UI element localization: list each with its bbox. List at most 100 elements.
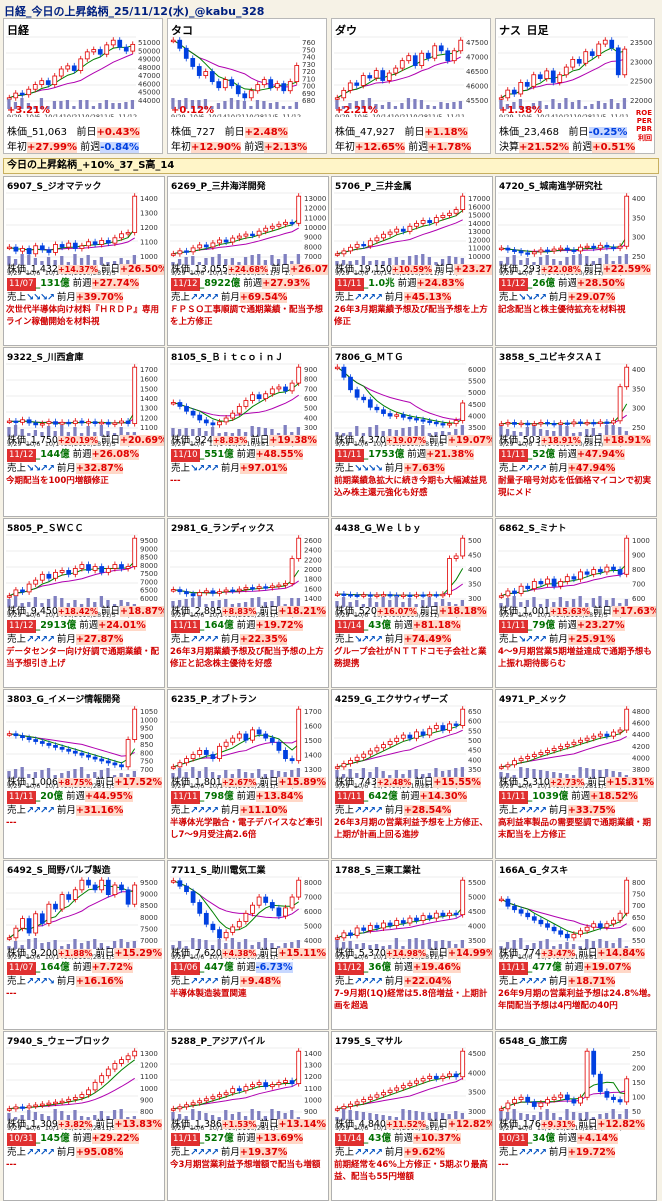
volume-bar <box>341 260 346 265</box>
volume-bar <box>184 1116 188 1120</box>
trend-arrows: ↗↗↗↗ <box>190 634 219 645</box>
candle <box>361 243 367 247</box>
y-tick-label: 5500 <box>468 378 486 386</box>
volume-bar <box>585 1112 589 1120</box>
volume-bar <box>368 261 372 265</box>
volume-bar <box>598 1114 602 1120</box>
y-tick-label: 1200 <box>140 1062 158 1070</box>
stock-chart: 250200150100509/2910/610/1410/2110/2811/… <box>498 1046 656 1132</box>
volume-bar <box>368 772 372 778</box>
market-cap: _1.0兆 <box>363 278 395 289</box>
y-tick-label: 500 <box>468 537 481 545</box>
stock-chart: 10009008007006009/2910/610/1410/2110/281… <box>498 533 656 619</box>
x-tick-label: 9/29 <box>335 269 350 277</box>
stock-card: 6862_S_ミナト 1000 900 800 700 600 9/29 10/6 10/14 1… <box>495 518 657 688</box>
prev-month-label: 前月 <box>53 976 76 987</box>
volume-bar <box>427 773 432 778</box>
x-tick-label: 9/29 <box>7 953 22 961</box>
volume-bar <box>33 772 38 778</box>
candle <box>78 58 84 71</box>
candle <box>407 594 413 597</box>
y-tick-label: 710 <box>302 75 315 83</box>
sales-label: 売上 <box>335 292 355 303</box>
candle <box>427 1075 433 1080</box>
x-tick-label: 10/21 <box>391 113 410 117</box>
stock-row-sales: 売上↗↗↗↘ 前月+16.16% <box>7 975 124 988</box>
x-tick-label: 11/5 <box>429 953 444 961</box>
volume-bar <box>52 101 57 109</box>
candle <box>236 921 242 928</box>
x-tick-label: 10/6 <box>518 782 533 790</box>
volume-bar <box>112 261 117 265</box>
price-change: +8.83% <box>212 436 248 445</box>
volume-bar <box>335 770 339 778</box>
volume-bar <box>46 257 51 265</box>
volume-bar <box>78 100 83 109</box>
candle <box>230 926 236 933</box>
candle <box>387 413 393 417</box>
candle <box>341 1106 347 1110</box>
volume-bar <box>217 1117 221 1120</box>
volume-bar <box>552 602 556 607</box>
x-tick-label: 11/5 <box>593 782 608 790</box>
candle <box>256 729 262 735</box>
candle <box>348 376 353 391</box>
volume-bar <box>611 1109 615 1120</box>
volume-bar <box>348 261 352 265</box>
volume-bar <box>40 432 44 436</box>
stock-row-date: 11/11 _1753億 前週+21.38% <box>335 448 474 462</box>
candle <box>414 1080 419 1084</box>
y-tick-label: 740 <box>302 54 315 62</box>
volume-bar <box>447 1114 451 1120</box>
y-tick-label: 1200 <box>140 414 158 422</box>
volume-bar <box>354 101 359 109</box>
volume-bar <box>263 260 268 265</box>
volume-bar <box>224 943 228 949</box>
x-tick-label: 10/14 <box>536 113 555 117</box>
candle <box>217 929 222 939</box>
candle <box>6 595 12 598</box>
candle <box>59 746 65 750</box>
prev-month-label: 前月 <box>381 1147 404 1158</box>
date-badge: 11/11 <box>7 791 36 804</box>
candle <box>407 1082 413 1086</box>
price-change: +2.67% <box>221 778 257 787</box>
candle <box>584 571 590 575</box>
volume-bar <box>585 256 589 265</box>
price-change: +2.73% <box>549 778 585 787</box>
candle <box>367 750 373 755</box>
candle <box>99 566 105 573</box>
volume-bar <box>243 432 248 436</box>
index-chart: 5100050000490004800047000460004500044000… <box>6 35 162 117</box>
prev-week-value: +2.13% <box>264 142 308 153</box>
candle <box>440 423 446 426</box>
volume-bar <box>184 599 188 607</box>
y-tick-label: 2000 <box>304 566 322 574</box>
volume-bar <box>53 260 57 265</box>
volume-bar <box>447 432 451 436</box>
prev-week-label: 前週 <box>554 620 578 631</box>
trend-arrows: ↗↗↗↗ <box>518 463 547 474</box>
candle <box>26 1105 32 1109</box>
candle <box>203 71 209 76</box>
volume-bar <box>414 769 418 778</box>
volume-bar <box>7 946 11 949</box>
volume-bar <box>171 773 175 778</box>
candle <box>13 927 19 939</box>
stock-card: 5706_P_三井金属 17000 16000 15000 14000 13000 1200… <box>331 176 493 346</box>
stock-row-date: 11/14 _43億 前週+81.18% <box>335 619 461 633</box>
volume-bar <box>519 938 523 949</box>
index-name: ダウ <box>335 24 357 37</box>
candle <box>498 97 504 100</box>
price-value: _47,927 <box>355 127 395 138</box>
stock-note: 今期配当を100円増額修正 <box>6 476 109 486</box>
y-tick-label: 4000 <box>632 754 650 762</box>
stock-chart: 4003503002509/2910/610/1410/2110/2811/51… <box>498 191 656 277</box>
volume-bar <box>106 946 110 949</box>
volume-bar <box>512 940 516 949</box>
y-tick-label: 1700 <box>140 366 158 374</box>
sales-label: 売上 <box>171 976 191 987</box>
x-tick-label: 10/14 <box>209 611 228 619</box>
index-panel: ダウ 47500 47000 46500 46000 45500 9/29 10/6 10/14… <box>331 18 491 154</box>
candle <box>341 366 347 378</box>
